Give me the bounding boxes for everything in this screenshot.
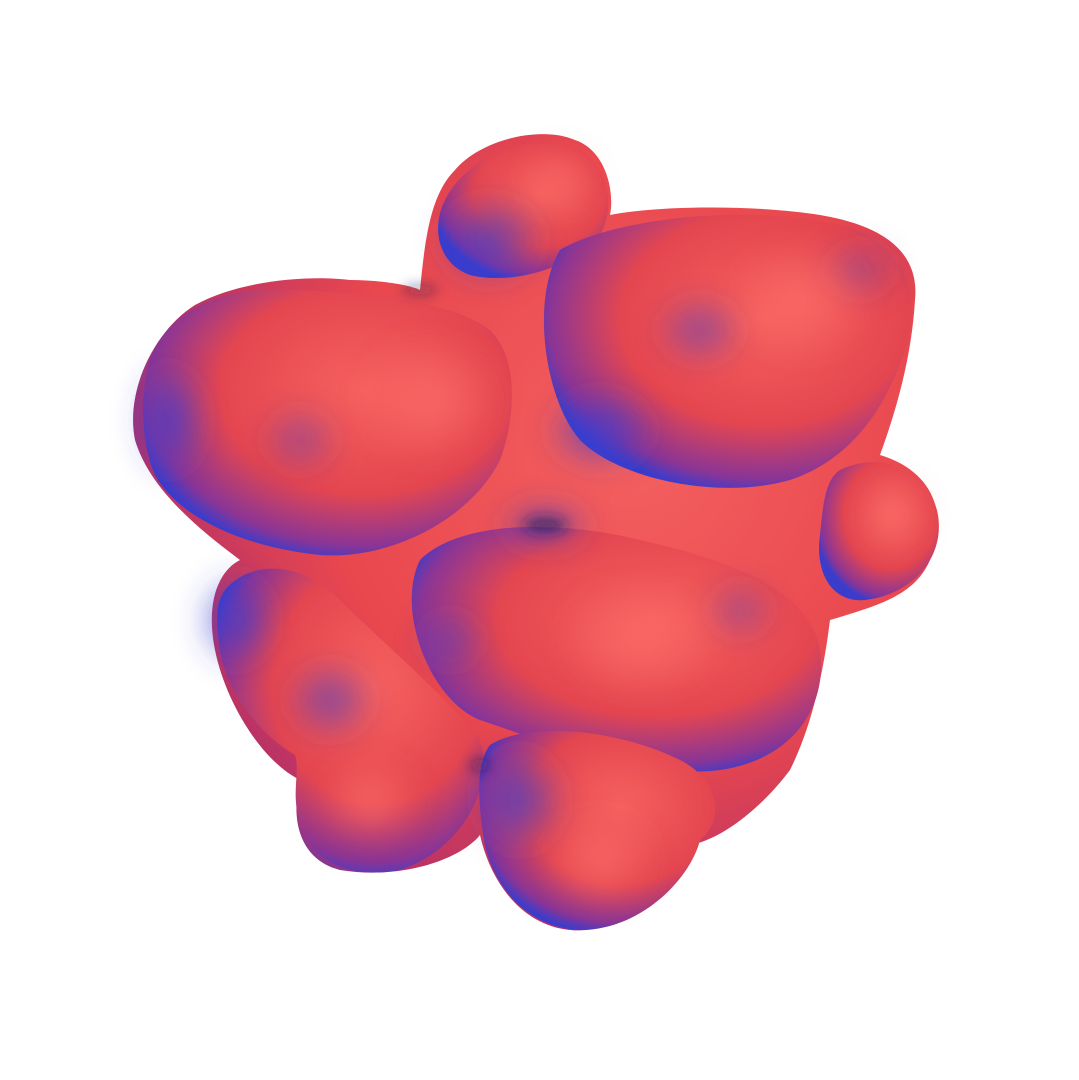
surface-crevices: [402, 285, 567, 771]
surface-shadows: [135, 195, 900, 855]
surface-highlights: [320, 150, 925, 905]
